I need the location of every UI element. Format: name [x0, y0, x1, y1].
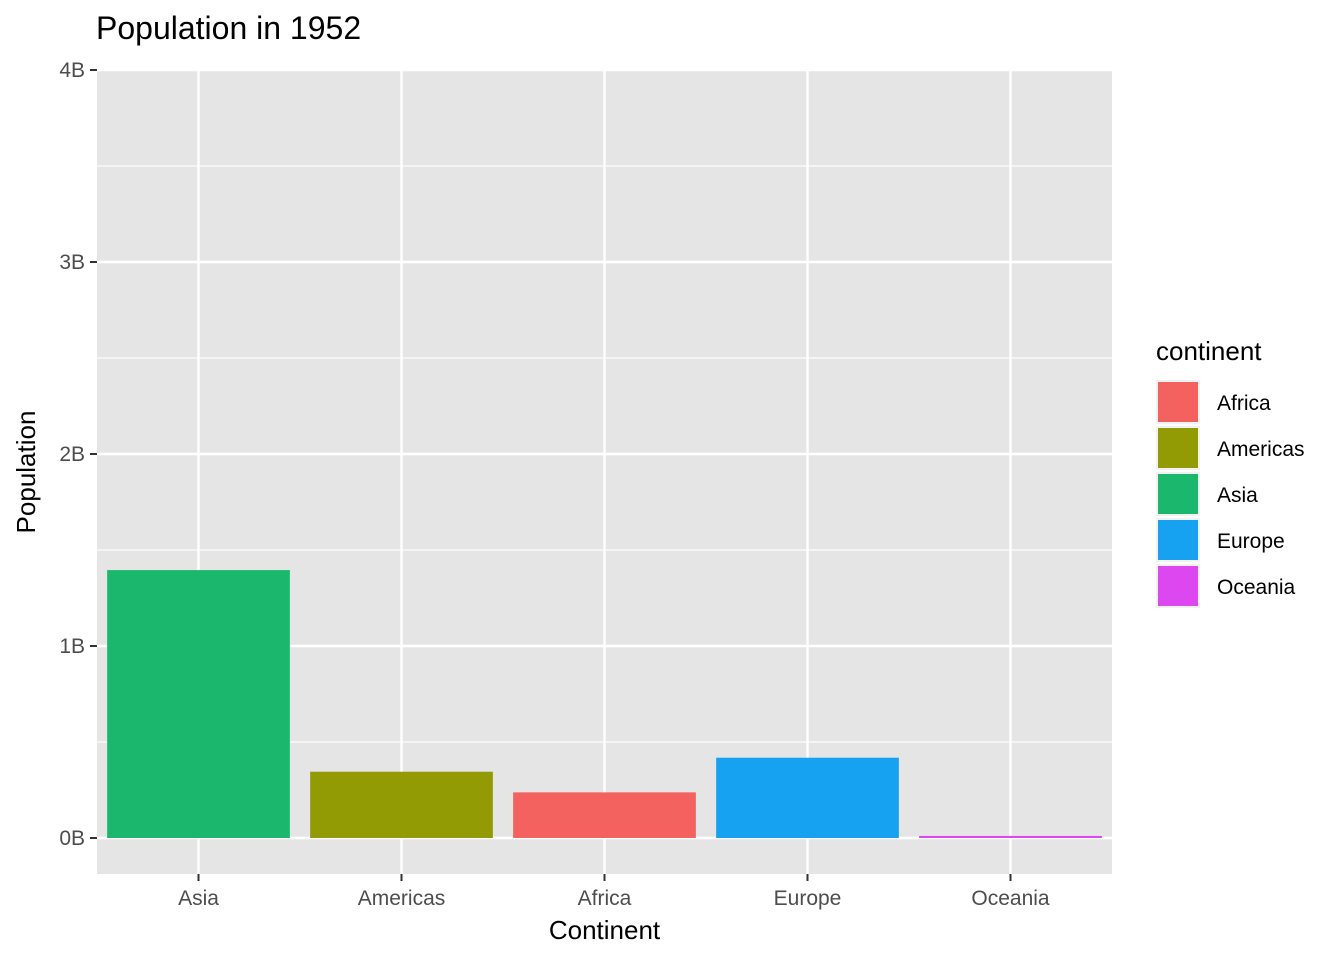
x-tick-label: Africa	[578, 887, 632, 910]
legend-title: continent	[1156, 336, 1262, 366]
legend-label-asia: Asia	[1217, 484, 1258, 507]
y-tick-label: 3B	[59, 251, 85, 274]
y-tick-label: 0B	[59, 827, 85, 850]
legend-swatch-africa	[1158, 382, 1198, 422]
x-axis: Asia Americas Africa Europe Oceania	[178, 874, 1050, 910]
legend: continent Africa Americas Asia Europe Oceani…	[1156, 336, 1305, 608]
bar-africa	[513, 792, 696, 838]
legend-label-europe: Europe	[1217, 530, 1285, 553]
x-tick-label: Europe	[774, 887, 842, 910]
y-tick-label: 1B	[59, 635, 85, 658]
legend-label-africa: Africa	[1217, 392, 1271, 415]
legend-label-americas: Americas	[1217, 438, 1305, 461]
x-axis-title: Continent	[549, 915, 661, 945]
legend-swatch-asia	[1158, 474, 1198, 514]
y-tick-label: 4B	[59, 59, 85, 82]
y-tick-label: 2B	[59, 443, 85, 466]
legend-swatch-oceania	[1158, 566, 1198, 606]
legend-label-oceania: Oceania	[1217, 576, 1296, 599]
x-tick-label: Americas	[358, 887, 446, 910]
legend-swatch-europe	[1158, 520, 1198, 560]
bar-asia	[107, 570, 290, 838]
bar-americas	[310, 771, 493, 838]
x-tick-label: Oceania	[971, 887, 1050, 910]
legend-swatch-americas	[1158, 428, 1198, 468]
chart-title: Population in 1952	[96, 10, 361, 46]
bar-europe	[716, 757, 899, 838]
bars	[107, 570, 1102, 838]
y-axis-title: Population	[11, 411, 41, 534]
bar-oceania	[919, 835, 1102, 838]
x-tick-label: Asia	[178, 887, 219, 910]
y-axis: 0B 1B 2B 3B 4B	[59, 59, 97, 850]
